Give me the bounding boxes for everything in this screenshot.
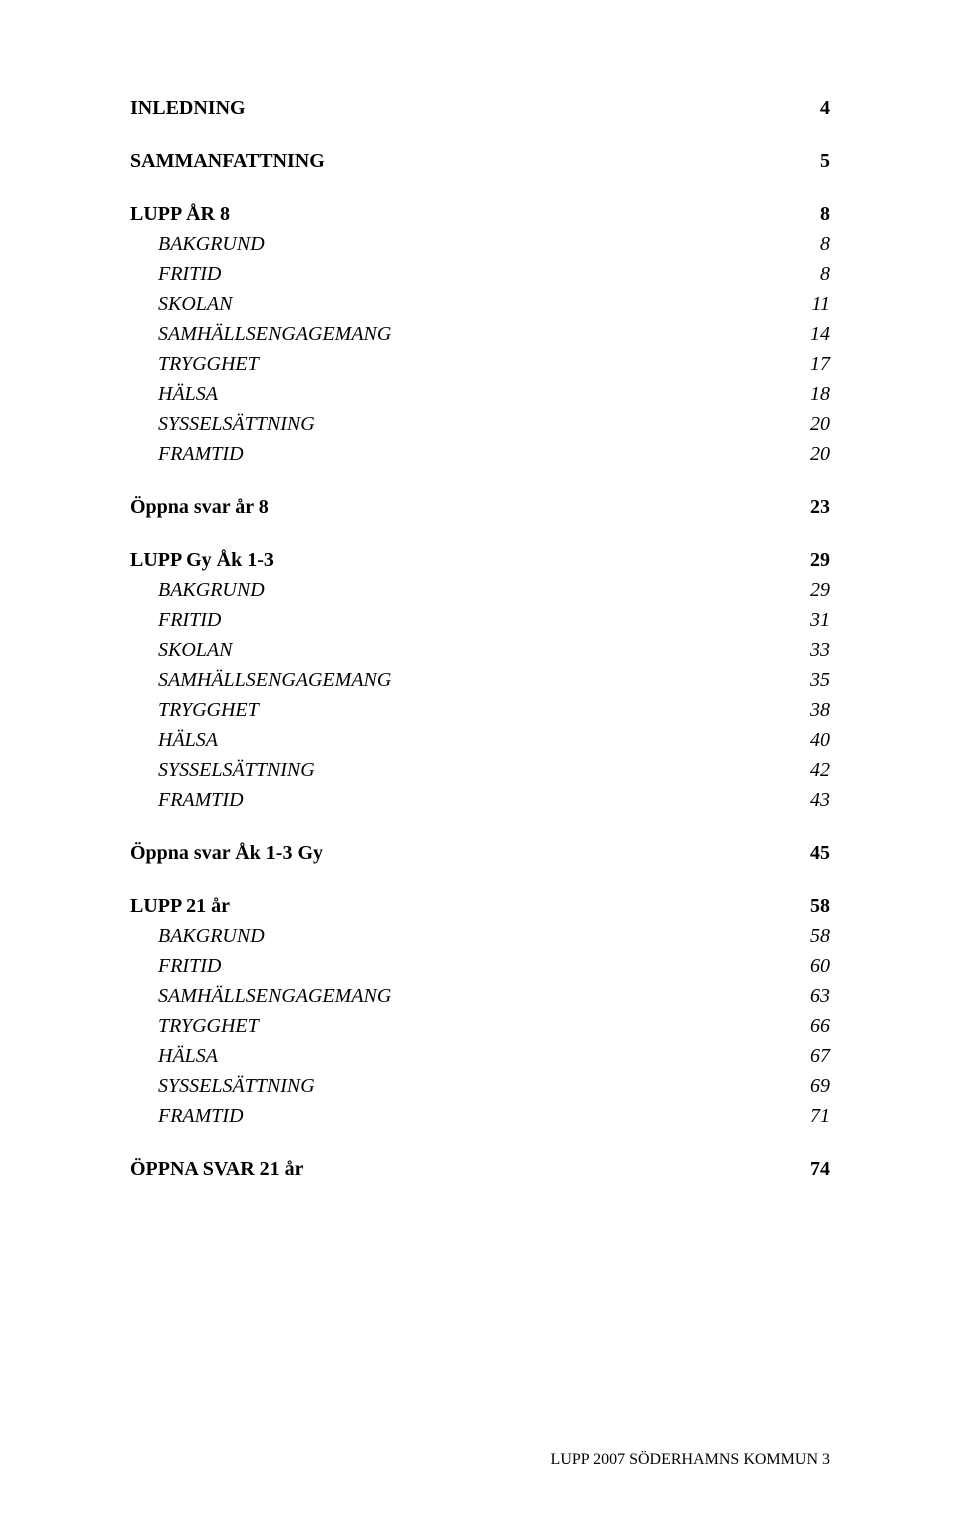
toc-entry-level2: TRYGGHET 66 <box>130 1013 830 1040</box>
toc-entry-level1: LUPP Gy Åk 1-3 29 <box>130 547 830 574</box>
toc-entry-page: 33 <box>790 637 830 664</box>
toc-entry-label: FRITID <box>158 261 221 288</box>
toc-entry-page: 60 <box>790 953 830 980</box>
toc-entry-level2: TRYGGHET 17 <box>130 351 830 378</box>
toc-entry-level2: FRITID 8 <box>130 261 830 288</box>
toc-entry-level2: BAKGRUND 29 <box>130 577 830 604</box>
toc-entry-level2: HÄLSA 67 <box>130 1043 830 1070</box>
toc-entry-level2: TRYGGHET 38 <box>130 697 830 724</box>
toc-entry-label: Öppna svar Åk 1-3 Gy <box>130 840 323 867</box>
toc-entry-label: HÄLSA <box>158 1043 218 1070</box>
toc-entry-level1: Öppna svar Åk 1-3 Gy 45 <box>130 840 830 867</box>
toc-entry-label: BAKGRUND <box>158 577 265 604</box>
toc-entry-label: SKOLAN <box>158 291 232 318</box>
toc-entry-page: 40 <box>790 727 830 754</box>
toc-entry-label: BAKGRUND <box>158 923 265 950</box>
toc-entry-level2: FRITID 60 <box>130 953 830 980</box>
toc-entry-label: Öppna svar år 8 <box>130 494 269 521</box>
toc-entry-page: 8 <box>800 201 830 228</box>
toc-entry-label: LUPP Gy Åk 1-3 <box>130 547 274 574</box>
toc-entry-page: 31 <box>790 607 830 634</box>
toc-entry-level2: FRAMTID 71 <box>130 1103 830 1130</box>
toc-entry-level1: LUPP 21 år 58 <box>130 893 830 920</box>
toc-entry-page: 8 <box>800 231 830 258</box>
toc-entry-label: FRAMTID <box>158 787 244 814</box>
toc-entry-level1: Öppna svar år 8 23 <box>130 494 830 521</box>
toc-entry-page: 69 <box>790 1073 830 1100</box>
toc-entry-page: 5 <box>800 148 830 175</box>
toc-entry-label: HÄLSA <box>158 727 218 754</box>
toc-entry-level2: HÄLSA 18 <box>130 381 830 408</box>
toc-entry-level2: SKOLAN 33 <box>130 637 830 664</box>
toc-entry-page: 63 <box>790 983 830 1010</box>
toc-entry-page: 8 <box>800 261 830 288</box>
toc-entry-page: 58 <box>790 893 830 920</box>
toc-entry-level1: SAMMANFATTNING 5 <box>130 148 830 175</box>
toc-entry-page: 66 <box>790 1013 830 1040</box>
toc-entry-page: 74 <box>790 1156 830 1183</box>
toc-entry-label: SYSSELSÄTTNING <box>158 1073 315 1100</box>
toc-entry-label: INLEDNING <box>130 95 246 122</box>
toc-entry-label: LUPP 21 år <box>130 893 230 920</box>
document-page: INLEDNING4SAMMANFATTNING5LUPP ÅR 88BAKGR… <box>0 0 960 1529</box>
toc-entry-label: TRYGGHET <box>158 351 259 378</box>
toc-entry-page: 17 <box>790 351 830 378</box>
toc-entry-level2: FRITID 31 <box>130 607 830 634</box>
toc-entry-label: HÄLSA <box>158 381 218 408</box>
toc-entry-level2: FRAMTID 20 <box>130 441 830 468</box>
toc-entry-level1: ÖPPNA SVAR 21 år 74 <box>130 1156 830 1183</box>
toc-entry-page: 23 <box>790 494 830 521</box>
toc-entry-label: SKOLAN <box>158 637 232 664</box>
page-footer: LUPP 2007 SÖDERHAMNS KOMMUN 3 <box>551 1451 830 1469</box>
toc-entry-label: TRYGGHET <box>158 1013 259 1040</box>
toc-entry-page: 11 <box>791 291 830 318</box>
toc-entry-label: BAKGRUND <box>158 231 265 258</box>
toc-entry-label: SYSSELSÄTTNING <box>158 411 315 438</box>
toc-entry-page: 20 <box>790 441 830 468</box>
toc-entry-page: 42 <box>790 757 830 784</box>
toc-entry-page: 20 <box>790 411 830 438</box>
toc-entry-level2: SAMHÄLLSENGAGEMANG 14 <box>130 321 830 348</box>
toc-entry-level2: SYSSELSÄTTNING 20 <box>130 411 830 438</box>
toc-entry-label: SAMMANFATTNING <box>130 148 325 175</box>
toc-entry-level2: BAKGRUND 8 <box>130 231 830 258</box>
toc-entry-page: 45 <box>790 840 830 867</box>
toc-entry-level2: SAMHÄLLSENGAGEMANG 63 <box>130 983 830 1010</box>
toc-entry-label: FRITID <box>158 607 221 634</box>
toc-entry-level2: FRAMTID 43 <box>130 787 830 814</box>
toc-entry-page: 58 <box>790 923 830 950</box>
toc-entry-page: 67 <box>790 1043 830 1070</box>
toc-entry-label: SAMHÄLLSENGAGEMANG <box>158 983 391 1010</box>
toc-entry-level1: LUPP ÅR 8 8 <box>130 201 830 228</box>
toc-entry-label: FRAMTID <box>158 441 244 468</box>
toc-entry-level2: HÄLSA 40 <box>130 727 830 754</box>
toc-entry-page: 4 <box>800 95 830 122</box>
toc-entry-page: 29 <box>790 577 830 604</box>
toc-entry-page: 43 <box>790 787 830 814</box>
toc-entry-page: 14 <box>790 321 830 348</box>
toc-entry-label: FRITID <box>158 953 221 980</box>
toc-entry-label: SYSSELSÄTTNING <box>158 757 315 784</box>
toc-entry-label: SAMHÄLLSENGAGEMANG <box>158 321 391 348</box>
table-of-contents: INLEDNING4SAMMANFATTNING5LUPP ÅR 88BAKGR… <box>130 95 830 1183</box>
toc-entry-level2: SYSSELSÄTTNING 42 <box>130 757 830 784</box>
toc-entry-label: FRAMTID <box>158 1103 244 1130</box>
toc-entry-page: 71 <box>790 1103 830 1130</box>
toc-entry-page: 35 <box>790 667 830 694</box>
toc-entry-page: 29 <box>790 547 830 574</box>
toc-entry-label: LUPP ÅR 8 <box>130 201 230 228</box>
toc-entry-page: 18 <box>790 381 830 408</box>
toc-entry-label: TRYGGHET <box>158 697 259 724</box>
toc-entry-level2: SYSSELSÄTTNING 69 <box>130 1073 830 1100</box>
toc-entry-level1: INLEDNING 4 <box>130 95 830 122</box>
toc-entry-label: ÖPPNA SVAR 21 år <box>130 1156 304 1183</box>
toc-entry-level2: BAKGRUND 58 <box>130 923 830 950</box>
toc-entry-label: SAMHÄLLSENGAGEMANG <box>158 667 391 694</box>
toc-entry-level2: SKOLAN 11 <box>130 291 830 318</box>
toc-entry-level2: SAMHÄLLSENGAGEMANG 35 <box>130 667 830 694</box>
toc-entry-page: 38 <box>790 697 830 724</box>
